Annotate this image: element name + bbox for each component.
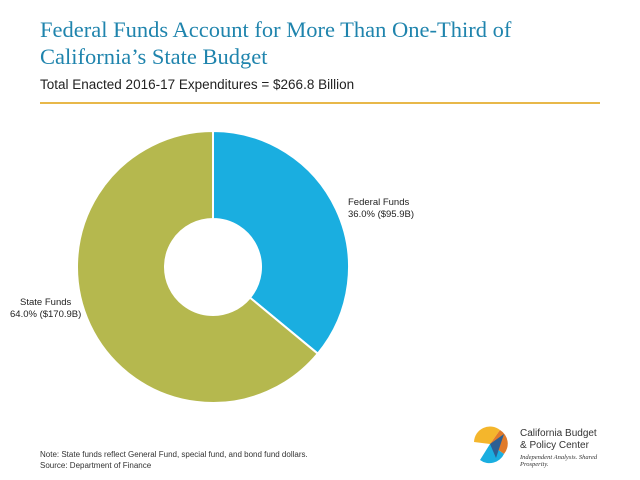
logo-name: California Budget & Policy Center bbox=[520, 428, 597, 451]
chart-subtitle: Total Enacted 2016-17 Expenditures = $26… bbox=[40, 77, 355, 92]
slice-value-state: 64.0% ($170.9B) bbox=[10, 309, 82, 320]
slice-name-state: State Funds bbox=[20, 297, 72, 308]
slice-label-federal: Federal Funds 36.0% ($95.9B) bbox=[348, 197, 414, 221]
slice-name-federal: Federal Funds bbox=[348, 197, 410, 208]
slice-federal-funds bbox=[212, 129, 350, 356]
chart-title: Federal Funds Account for More Than One-… bbox=[40, 17, 512, 69]
cbpc-logo: California Budget & Policy Center Indepe… bbox=[470, 424, 620, 468]
title-divider bbox=[40, 102, 600, 104]
slice-value-federal: 36.0% ($95.9B) bbox=[348, 209, 415, 220]
slice-state-funds bbox=[76, 129, 320, 404]
logo-tagline: Independent Analysis. Shared Prosperity. bbox=[520, 454, 598, 468]
note-text: Note: State funds reflect General Fund, … bbox=[40, 450, 308, 459]
slice-label-state: State Funds 64.0% ($170.9B) bbox=[10, 297, 81, 321]
footnote: Note: State funds reflect General Fund, … bbox=[40, 449, 308, 471]
logo-mark-icon bbox=[474, 426, 508, 464]
source-text: Source: Department of Finance bbox=[40, 461, 152, 470]
